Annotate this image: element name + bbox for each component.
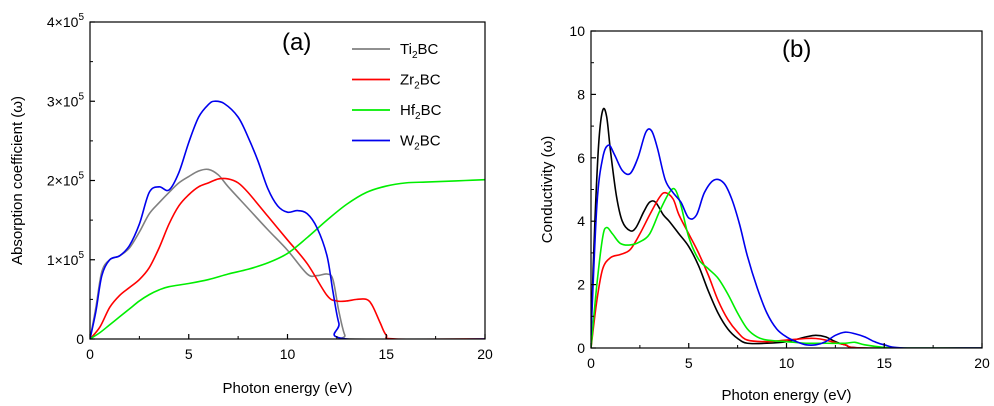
panel-a: 0 5 10 15 20 0 1×105 2×105 3×105 4×105 Photon ener… xyxy=(9,12,493,397)
y-tick-label: 2 xyxy=(577,277,585,293)
panel-label: (b) xyxy=(782,36,811,63)
series-line-1 xyxy=(591,107,982,348)
series-group xyxy=(90,100,485,339)
y-tick-label: 8 xyxy=(577,86,585,102)
plot-frame xyxy=(590,30,983,349)
legend-entry: W2BC xyxy=(400,133,441,153)
y-tick-label: 0 xyxy=(577,340,585,356)
x-axis-title: Photon energy (eV) xyxy=(721,387,851,404)
legend-entry: Ti2BC xyxy=(400,41,439,61)
y-tick-label: 4 xyxy=(577,213,585,229)
x-tick-label: 15 xyxy=(378,346,394,362)
panel-b: 0 5 10 15 20 0 2 4 6 8 10 Photon energy (eV) Conduct… xyxy=(539,23,990,404)
x-tick-label: 10 xyxy=(779,355,795,371)
panel-label: (a) xyxy=(282,29,311,56)
x-tick-label: 20 xyxy=(974,355,990,371)
y-tick-label: 6 xyxy=(577,150,585,166)
x-tick-label: 5 xyxy=(185,346,193,362)
x-tick-label: 10 xyxy=(280,346,296,362)
series-line-hf2bc xyxy=(90,178,485,339)
y-axis-title: Conductivity (ω) xyxy=(539,136,556,244)
y-tick-label: 3×105 xyxy=(47,91,85,109)
x-tick-label: 0 xyxy=(86,346,94,362)
series-line-w2bc xyxy=(90,100,485,339)
x-axis-title: Photon energy (eV) xyxy=(222,380,352,397)
y-tick-label: 10 xyxy=(569,23,585,39)
legend: Ti2BC Zr2BC Hf2BC W2BC xyxy=(352,41,442,153)
x-tick-label: 5 xyxy=(685,355,693,371)
series-line-4 xyxy=(591,128,982,348)
series-line-zr2bc xyxy=(90,177,485,339)
x-tick-label: 20 xyxy=(477,346,493,362)
plot-frame xyxy=(89,21,486,340)
series-line-2 xyxy=(591,191,982,348)
series-group xyxy=(591,107,982,348)
y-tick-label: 0 xyxy=(76,331,84,347)
y-tick-label: 4×105 xyxy=(47,12,85,30)
series-line-3 xyxy=(591,187,982,348)
y-tick-label: 2×105 xyxy=(47,171,85,189)
legend-entry: Zr2BC xyxy=(400,72,441,92)
y-tick-label: 1×105 xyxy=(47,250,85,268)
x-tick-label: 15 xyxy=(876,355,892,371)
x-tick-label: 0 xyxy=(587,355,595,371)
legend-entry: Hf2BC xyxy=(400,102,442,122)
y-axis-title: Absorption coefficient (ω) xyxy=(9,96,26,265)
